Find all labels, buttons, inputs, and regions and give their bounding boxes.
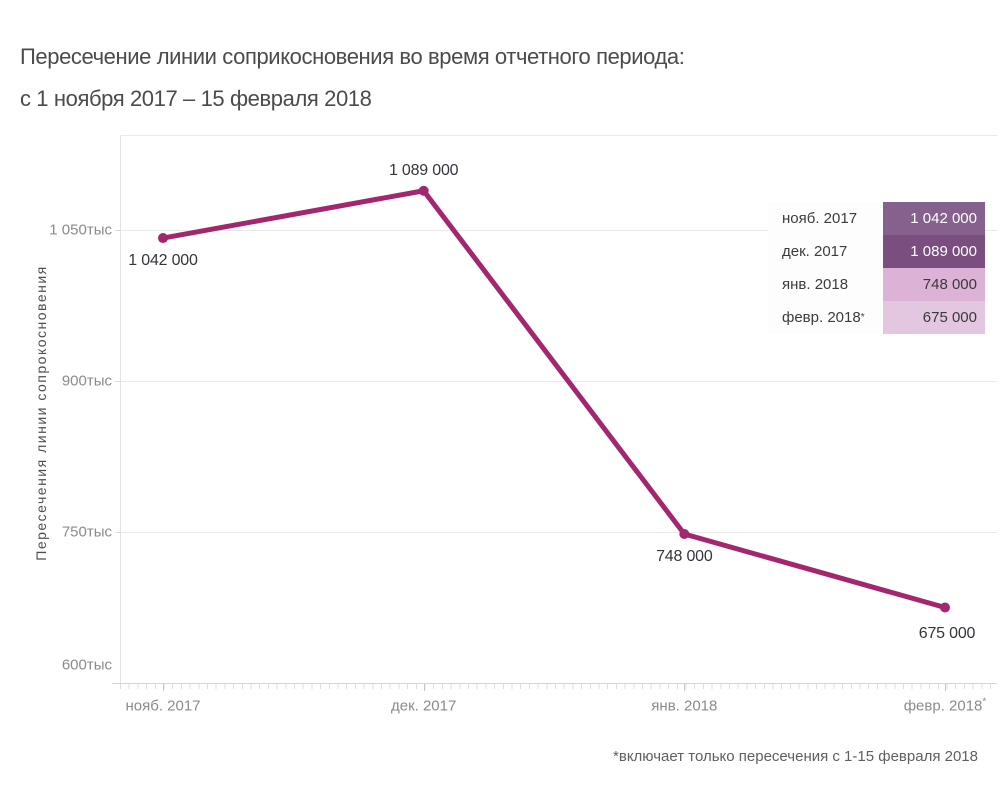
- legend-row-label[interactable]: дек. 2017: [768, 235, 883, 268]
- legend-row-label[interactable]: янв. 2018: [768, 268, 883, 301]
- x-tick-mark: [945, 684, 946, 691]
- x-tick-label: дек. 2017: [390, 697, 457, 715]
- y-gridline: [120, 381, 997, 382]
- data-point-marker[interactable]: [158, 233, 168, 244]
- y-tick-mark: [115, 381, 120, 382]
- y-tick-mark: [115, 230, 120, 231]
- x-tick-label: янв. 2018: [651, 697, 718, 715]
- legend-row-label[interactable]: февр. 2018 *: [768, 301, 883, 334]
- y-tick-label: 750тыс: [61, 523, 112, 541]
- data-point-marker[interactable]: [418, 185, 429, 196]
- legend-row-value[interactable]: 1 042 000: [883, 202, 985, 235]
- y-tick-label: 1 050тыс: [49, 221, 112, 239]
- data-point-label: 675 000: [918, 624, 976, 642]
- plot-top-border: [120, 135, 997, 136]
- chart-title-line2: с 1 ноября 2017 – 15 февраля 2018: [20, 86, 372, 111]
- chart-title-line1: Пересечение линии соприкосновения во вре…: [20, 44, 685, 69]
- y-tick-label: 600тыс: [61, 656, 112, 674]
- x-tick-mark: [163, 684, 164, 691]
- data-point-marker[interactable]: [940, 602, 950, 613]
- data-point-marker[interactable]: [679, 529, 690, 540]
- x-tick-mark: [423, 684, 425, 691]
- legend-row-label[interactable]: нояб. 2017: [768, 202, 883, 235]
- chart-title-block: Пересечение линии соприкосновения во вре…: [20, 36, 685, 120]
- data-point-label: 748 000: [656, 548, 713, 565]
- y-tick-mark: [115, 532, 120, 533]
- legend-row-value[interactable]: 1 089 000: [883, 235, 985, 268]
- asterisk-marker: *: [860, 311, 865, 323]
- legend-row-value[interactable]: 675 000: [883, 301, 985, 334]
- x-tick-mark: [684, 684, 686, 691]
- x-axis-minor-ticks: [120, 684, 997, 689]
- legend-row-value[interactable]: 748 000: [883, 268, 985, 301]
- legend-table: нояб. 2017 1 042 000 дек. 2017 1 089 000 янв…: [768, 202, 985, 334]
- data-point-label: 1 042 000: [128, 252, 198, 270]
- y-gridline: [120, 532, 997, 533]
- data-point-label: 1 089 000: [388, 161, 459, 179]
- x-tick-label: нояб. 2017: [125, 697, 201, 715]
- asterisk-marker: *: [982, 696, 987, 708]
- footnote: *включает только пересечения с 1-15 февр…: [613, 748, 978, 765]
- x-tick-label: февр. 2018*: [903, 696, 987, 715]
- y-axis-line: [120, 135, 121, 683]
- x-axis-line: [112, 683, 997, 684]
- y-tick-label: 900тыс: [61, 372, 112, 390]
